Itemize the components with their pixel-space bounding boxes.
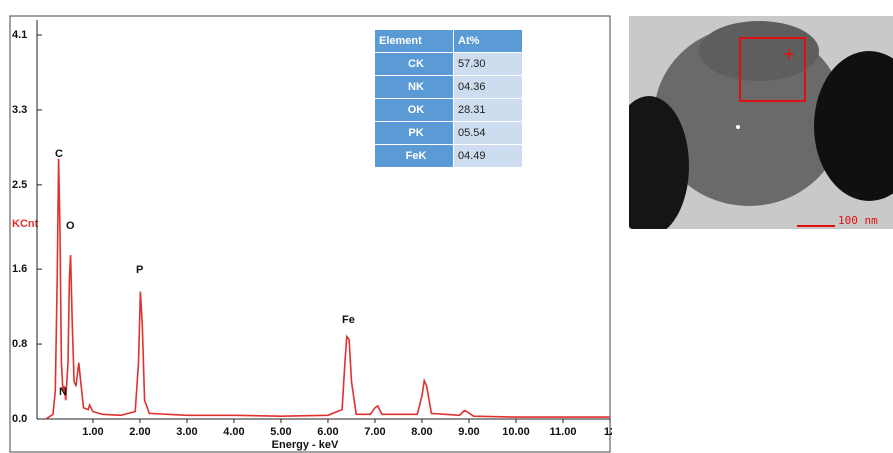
table-cell: Element: [375, 30, 454, 53]
peak-label: Fe: [342, 314, 355, 326]
table-cell: OK: [375, 99, 454, 122]
table-cell: 05.54: [454, 122, 523, 145]
x-tick-label: 10.00: [502, 426, 530, 438]
scale-label: 100 nm: [838, 214, 878, 227]
peak-label: O: [66, 220, 75, 232]
tem-image: 100 nm: [629, 16, 893, 229]
page: KCnt Energy - keV 0.0 0.8 1.6 2.5 3.3 4.1 1.00…: [0, 0, 893, 453]
y-axis-label: KCnt: [12, 218, 39, 230]
y-tick-label: 0.0: [12, 413, 27, 425]
y-tick-label: 4.1: [12, 29, 27, 41]
x-tick-label: 7.00: [364, 426, 385, 438]
spectrum-line: [46, 159, 610, 419]
spot: [736, 125, 740, 129]
peak-label: P: [136, 264, 143, 276]
x-tick-label: 1.00: [82, 426, 103, 438]
table-cell: FeK: [375, 145, 454, 168]
table-cell: 28.31: [454, 99, 523, 122]
x-tick-label: 6.00: [317, 426, 338, 438]
table-cell: 57.30: [454, 53, 523, 76]
x-tick-label: 12: [604, 426, 612, 438]
peak-label: C: [55, 148, 63, 160]
table-cell: 04.49: [454, 145, 523, 168]
particle: [699, 21, 819, 81]
table-cell: At%: [454, 30, 523, 53]
y-tick-label: 1.6: [12, 263, 27, 275]
y-tick-label: 0.8: [12, 338, 27, 350]
table-cell: NK: [375, 76, 454, 99]
y-tick-label: 2.5: [12, 179, 27, 191]
table-cell: PK: [375, 122, 454, 145]
x-tick-label: 3.00: [176, 426, 197, 438]
x-tick-label: 11.00: [550, 426, 577, 438]
x-axis-label: Energy - keV: [272, 439, 339, 451]
x-tick-label: 2.00: [129, 426, 150, 438]
y-tick-label: 3.3: [12, 104, 27, 116]
x-tick-label: 9.00: [458, 426, 479, 438]
x-tick-label: 8.00: [411, 426, 432, 438]
x-tick-label: 5.00: [270, 426, 291, 438]
x-tick-label: 4.00: [223, 426, 244, 438]
table-cell: CK: [375, 53, 454, 76]
table-cell: 04.36: [454, 76, 523, 99]
peak-label: N: [59, 386, 67, 398]
